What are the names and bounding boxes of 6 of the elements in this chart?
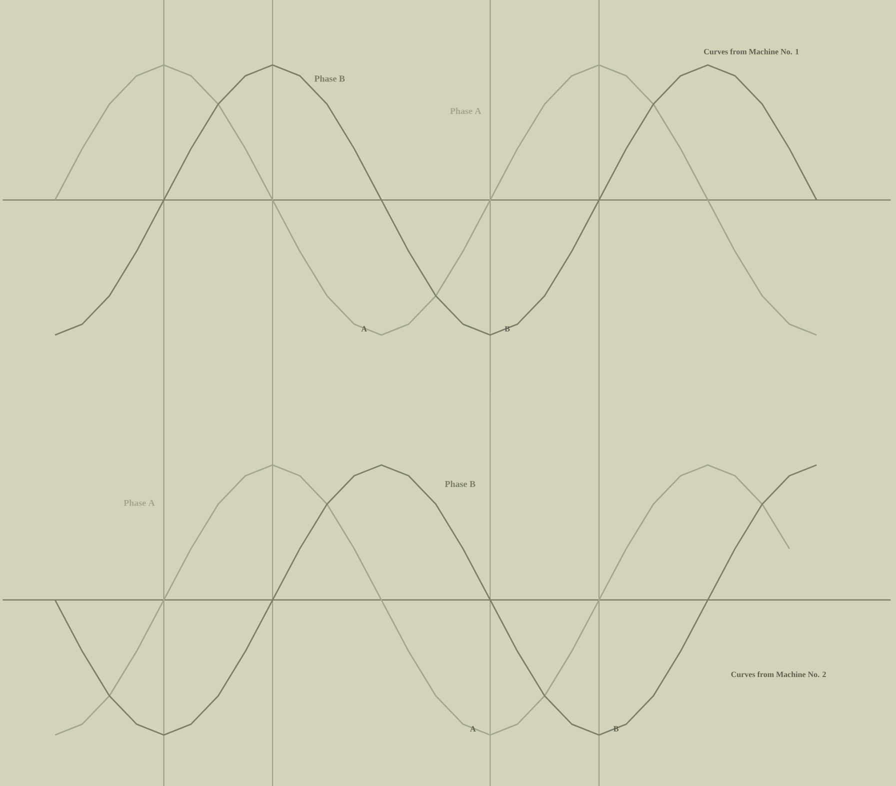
series-label: Phase B — [314, 75, 345, 82]
annotation: Curves from Machine No. 2 — [731, 671, 826, 678]
annotation: A — [470, 726, 476, 732]
text: Phase B — [444, 480, 476, 488]
text: Curves from Machine No. 1 — [704, 48, 799, 54]
annotation: A — [361, 326, 367, 332]
